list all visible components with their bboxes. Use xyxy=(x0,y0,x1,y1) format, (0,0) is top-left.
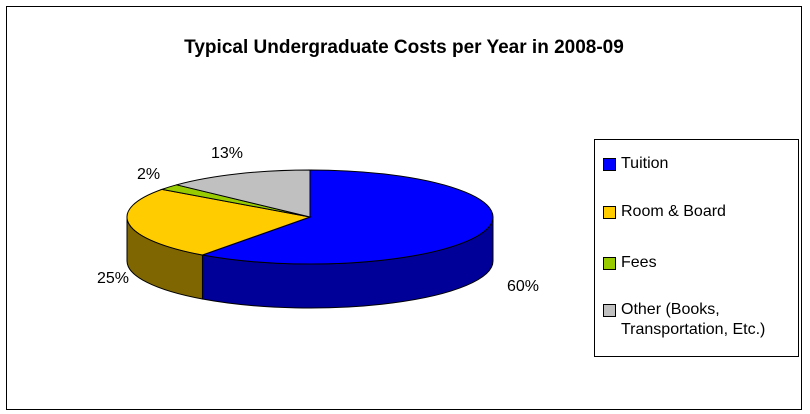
legend-item-fees: Fees xyxy=(603,253,794,273)
data-label-other: 13% xyxy=(211,145,243,162)
legend-swatch-other xyxy=(603,304,616,317)
legend-swatch-tuition xyxy=(603,158,616,171)
data-label-fees: 2% xyxy=(137,166,160,183)
legend-item-tuition: Tuition xyxy=(603,154,794,174)
pie-chart: 60% 25% 2% 13% xyxy=(97,145,539,309)
pie-tops xyxy=(126,169,494,265)
legend: Tuition Room & Board Fees Other (Books, … xyxy=(594,139,799,357)
legend-label-room-board: Room & Board xyxy=(621,203,726,220)
legend-label-other: Other (Books, Transportation, Etc.) xyxy=(621,301,766,338)
pie-labels: 60% 25% 2% 13% xyxy=(97,145,539,295)
pie-slice-room-board xyxy=(126,188,312,256)
legend-item-room-board: Room & Board xyxy=(603,202,794,222)
chart-area: Typical Undergraduate Costs per Year in … xyxy=(6,6,802,410)
pie-slice-tuition xyxy=(200,169,494,265)
legend-swatch-fees xyxy=(603,257,616,270)
legend-label-tuition: Tuition xyxy=(621,155,669,172)
legend-item-other: Other (Books, Transportation, Etc.) xyxy=(603,300,794,340)
data-label-tuition: 60% xyxy=(507,278,539,295)
pie-slice-other xyxy=(176,169,311,218)
data-label-room-board: 25% xyxy=(97,270,129,287)
chart-title: Typical Undergraduate Costs per Year in … xyxy=(184,37,624,58)
legend-swatch-room-board xyxy=(603,206,616,219)
legend-label-fees: Fees xyxy=(621,254,657,271)
